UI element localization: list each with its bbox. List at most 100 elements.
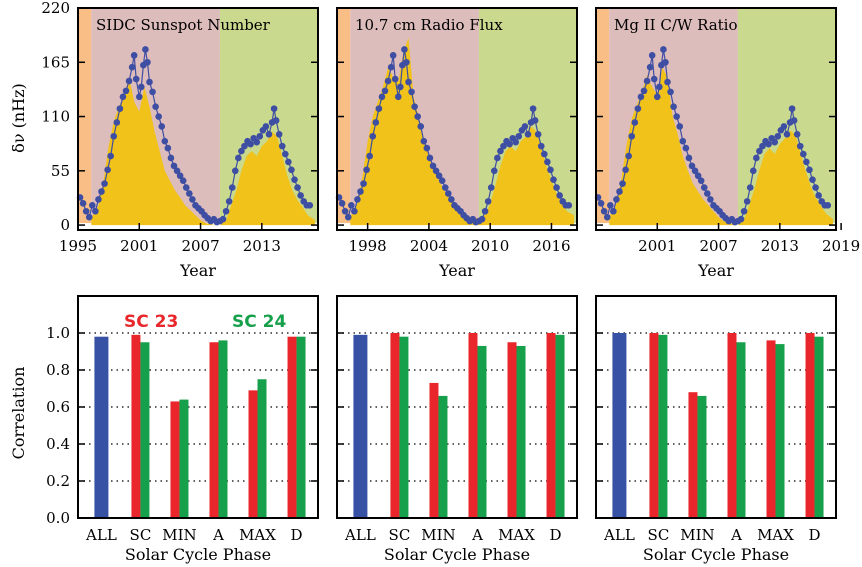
bar-sc23 bbox=[688, 392, 698, 518]
frequency-shift-point bbox=[389, 52, 397, 59]
frequency-shift-point bbox=[628, 132, 636, 140]
frequency-shift-point bbox=[529, 105, 537, 112]
frequency-shift-point bbox=[142, 46, 149, 53]
proxy-area-1 bbox=[609, 67, 738, 226]
x-tick-label: MAX bbox=[757, 526, 794, 544]
frequency-shift-point bbox=[445, 190, 452, 197]
frequency-shift-point bbox=[369, 132, 377, 140]
bottom-panel-3: ALL SC MIN A MAX D bbox=[595, 295, 837, 544]
frequency-shift-point bbox=[144, 58, 151, 66]
frequency-shift-point bbox=[625, 152, 632, 160]
frequency-shift-point bbox=[155, 113, 162, 120]
frequency-shift-point bbox=[173, 167, 181, 175]
x-tick-label: ALL bbox=[344, 526, 376, 544]
x-tick-label: 2007 bbox=[699, 237, 737, 255]
frequency-shift-point bbox=[556, 192, 563, 199]
x-tick-label: 1998 bbox=[349, 237, 387, 255]
bar-sc24 bbox=[296, 336, 306, 518]
frequency-shift-point bbox=[341, 207, 349, 215]
frequency-shift-point bbox=[673, 113, 680, 120]
bar-sc23 bbox=[248, 390, 258, 518]
frequency-shift-point bbox=[685, 154, 693, 162]
frequency-shift-point bbox=[110, 132, 118, 140]
bar-sc24 bbox=[257, 379, 267, 518]
frequency-shift-point bbox=[270, 105, 278, 112]
frequency-shift-point bbox=[107, 152, 114, 160]
frequency-shift-point bbox=[351, 207, 358, 215]
frequency-shift-point bbox=[619, 180, 626, 187]
frequency-shift-point bbox=[219, 215, 227, 223]
x-tick-label: A bbox=[212, 526, 224, 544]
frequency-shift-point bbox=[565, 202, 573, 209]
frequency-shift-point bbox=[610, 207, 617, 215]
frequency-shift-point bbox=[278, 142, 286, 150]
bar-sc24 bbox=[736, 342, 746, 518]
frequency-shift-point bbox=[285, 158, 292, 166]
frequency-shift-point bbox=[788, 105, 796, 112]
frequency-shift-point bbox=[138, 83, 145, 91]
legend-sc24: SC 24 bbox=[232, 312, 286, 332]
x-tick-label: 1995 bbox=[59, 237, 97, 255]
frequency-shift-point bbox=[238, 147, 245, 155]
frequency-shift-point bbox=[547, 166, 554, 174]
frequency-shift-point bbox=[423, 144, 431, 152]
frequency-shift-point bbox=[82, 207, 90, 215]
frequency-shift-point bbox=[704, 190, 711, 197]
bar-sc24 bbox=[399, 336, 409, 518]
proxy-area-1 bbox=[91, 77, 220, 226]
frequency-shift-point bbox=[622, 166, 629, 174]
frequency-shift-point bbox=[771, 138, 779, 146]
frequency-shift-point bbox=[531, 117, 539, 124]
panel-title: SIDC Sunspot Number bbox=[96, 16, 271, 34]
plot-frame bbox=[336, 7, 578, 231]
bar-sc23 bbox=[131, 334, 141, 518]
frequency-shift-point bbox=[515, 132, 523, 140]
bar-sc24 bbox=[775, 344, 785, 518]
frequency-shift-point bbox=[812, 184, 819, 191]
frequency-shift-point bbox=[664, 78, 671, 86]
frequency-shift-point bbox=[161, 137, 169, 145]
frequency-shift-point bbox=[338, 200, 346, 207]
frequency-shift-point bbox=[790, 117, 798, 124]
x-tick-label: ALL bbox=[603, 526, 635, 544]
x-tick-label: 2013 bbox=[243, 237, 281, 255]
minimum-phase-band bbox=[596, 8, 610, 230]
frequency-shift-point bbox=[667, 88, 674, 96]
x-tick-label: SC bbox=[648, 526, 670, 544]
frequency-shift-point bbox=[235, 154, 242, 162]
frequency-shift-point bbox=[408, 88, 415, 96]
frequency-shift-point bbox=[291, 176, 298, 183]
frequency-shift-point bbox=[670, 103, 677, 110]
frequency-shift-point bbox=[405, 78, 412, 86]
bar-sc24 bbox=[218, 340, 228, 518]
frequency-shift-point bbox=[167, 154, 175, 162]
frequency-shift-point bbox=[394, 93, 402, 101]
frequency-shift-point bbox=[85, 213, 93, 221]
top-x-axis-title-2: Year bbox=[438, 261, 475, 280]
frequency-shift-point bbox=[759, 142, 766, 150]
x-tick-label: 2013 bbox=[761, 237, 799, 255]
y-tick-label: 0.8 bbox=[46, 361, 70, 379]
frequency-shift-point bbox=[544, 158, 551, 166]
frequency-shift-point bbox=[164, 144, 172, 152]
frequency-shift-point bbox=[793, 130, 801, 138]
x-tick-label: A bbox=[730, 526, 742, 544]
frequency-shift-point bbox=[152, 103, 159, 110]
x-tick-label: MIN bbox=[162, 526, 196, 544]
plot-frame bbox=[77, 7, 319, 231]
bar-all bbox=[353, 334, 368, 518]
frequency-shift-point bbox=[391, 75, 399, 83]
bar-all bbox=[94, 336, 109, 518]
frequency-shift-point bbox=[774, 132, 782, 140]
frequency-shift-point bbox=[815, 192, 822, 199]
frequency-shift-point bbox=[694, 172, 702, 180]
y-tick-label: 1.0 bbox=[46, 324, 70, 342]
frequency-shift-point bbox=[122, 87, 130, 95]
bar-sc23 bbox=[468, 333, 478, 518]
frequency-shift-point bbox=[650, 75, 658, 83]
frequency-shift-point bbox=[256, 132, 264, 140]
frequency-shift-point bbox=[158, 123, 166, 130]
frequency-shift-point bbox=[79, 200, 87, 207]
frequency-shift-point bbox=[660, 46, 667, 53]
